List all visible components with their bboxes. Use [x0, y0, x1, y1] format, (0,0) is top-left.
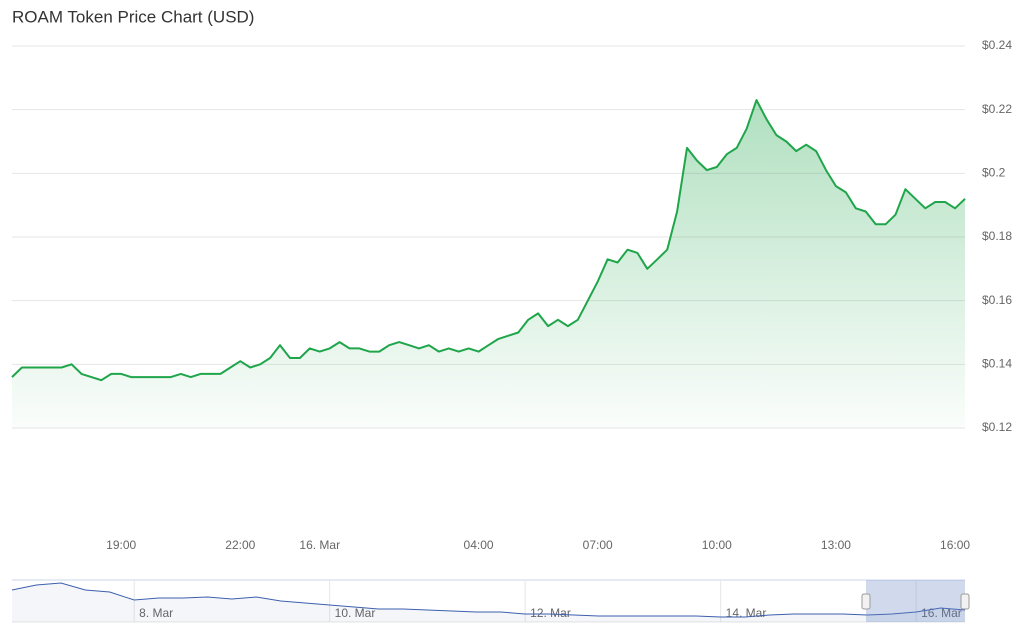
x-tick-label: 16:00	[940, 538, 970, 552]
x-tick-label: 07:00	[583, 538, 613, 552]
navigator-label: 12. Mar	[530, 606, 571, 620]
y-tick-label: $0.24	[982, 38, 1012, 52]
navigator-line	[11, 582, 966, 618]
x-tick-label: 19:00	[106, 538, 136, 552]
x-tick-label: 22:00	[225, 538, 255, 552]
x-tick-label: 13:00	[821, 538, 851, 552]
x-tick-label: 16. Mar	[299, 538, 340, 552]
y-tick-label: $0.2	[982, 166, 1006, 180]
navigator-area	[12, 583, 965, 622]
navigator-handle[interactable]	[861, 593, 871, 610]
y-tick-label: $0.18	[982, 229, 1012, 243]
y-tick-label: $0.12	[982, 420, 1012, 434]
navigator-label: 10. Mar	[335, 606, 376, 620]
x-tick-label: 04:00	[464, 538, 494, 552]
area	[12, 100, 965, 428]
navigator-handle[interactable]	[960, 593, 970, 610]
navigator-label: 8. Mar	[139, 606, 173, 620]
y-tick-label: $0.22	[982, 102, 1012, 116]
chart-title: ROAM Token Price Chart (USD)	[12, 7, 254, 26]
x-tick-label: 10:00	[702, 538, 732, 552]
y-tick-label: $0.14	[982, 357, 1012, 371]
price-line	[11, 99, 966, 382]
navigator-selection	[866, 580, 965, 622]
y-tick-label: $0.16	[982, 293, 1012, 307]
